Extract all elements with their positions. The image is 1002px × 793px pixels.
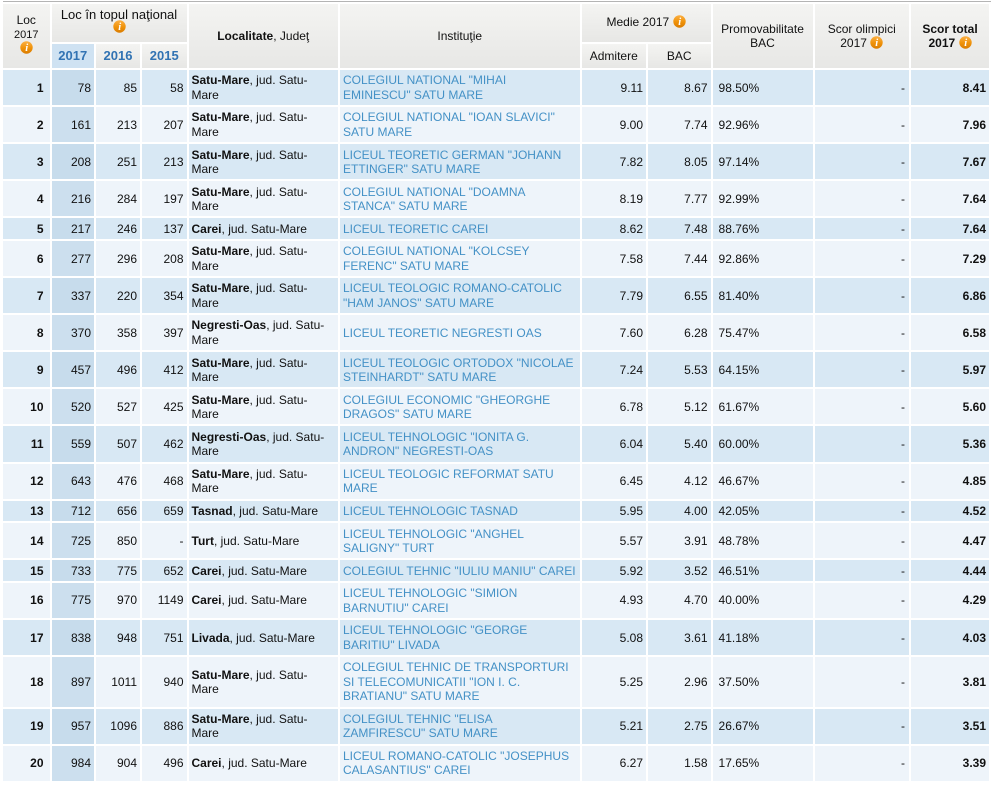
- svg-text:i: i: [25, 43, 28, 54]
- svg-text:i: i: [876, 38, 879, 49]
- svg-text:i: i: [678, 17, 681, 28]
- svg-text:i: i: [964, 38, 967, 49]
- svg-text:i: i: [118, 22, 121, 33]
